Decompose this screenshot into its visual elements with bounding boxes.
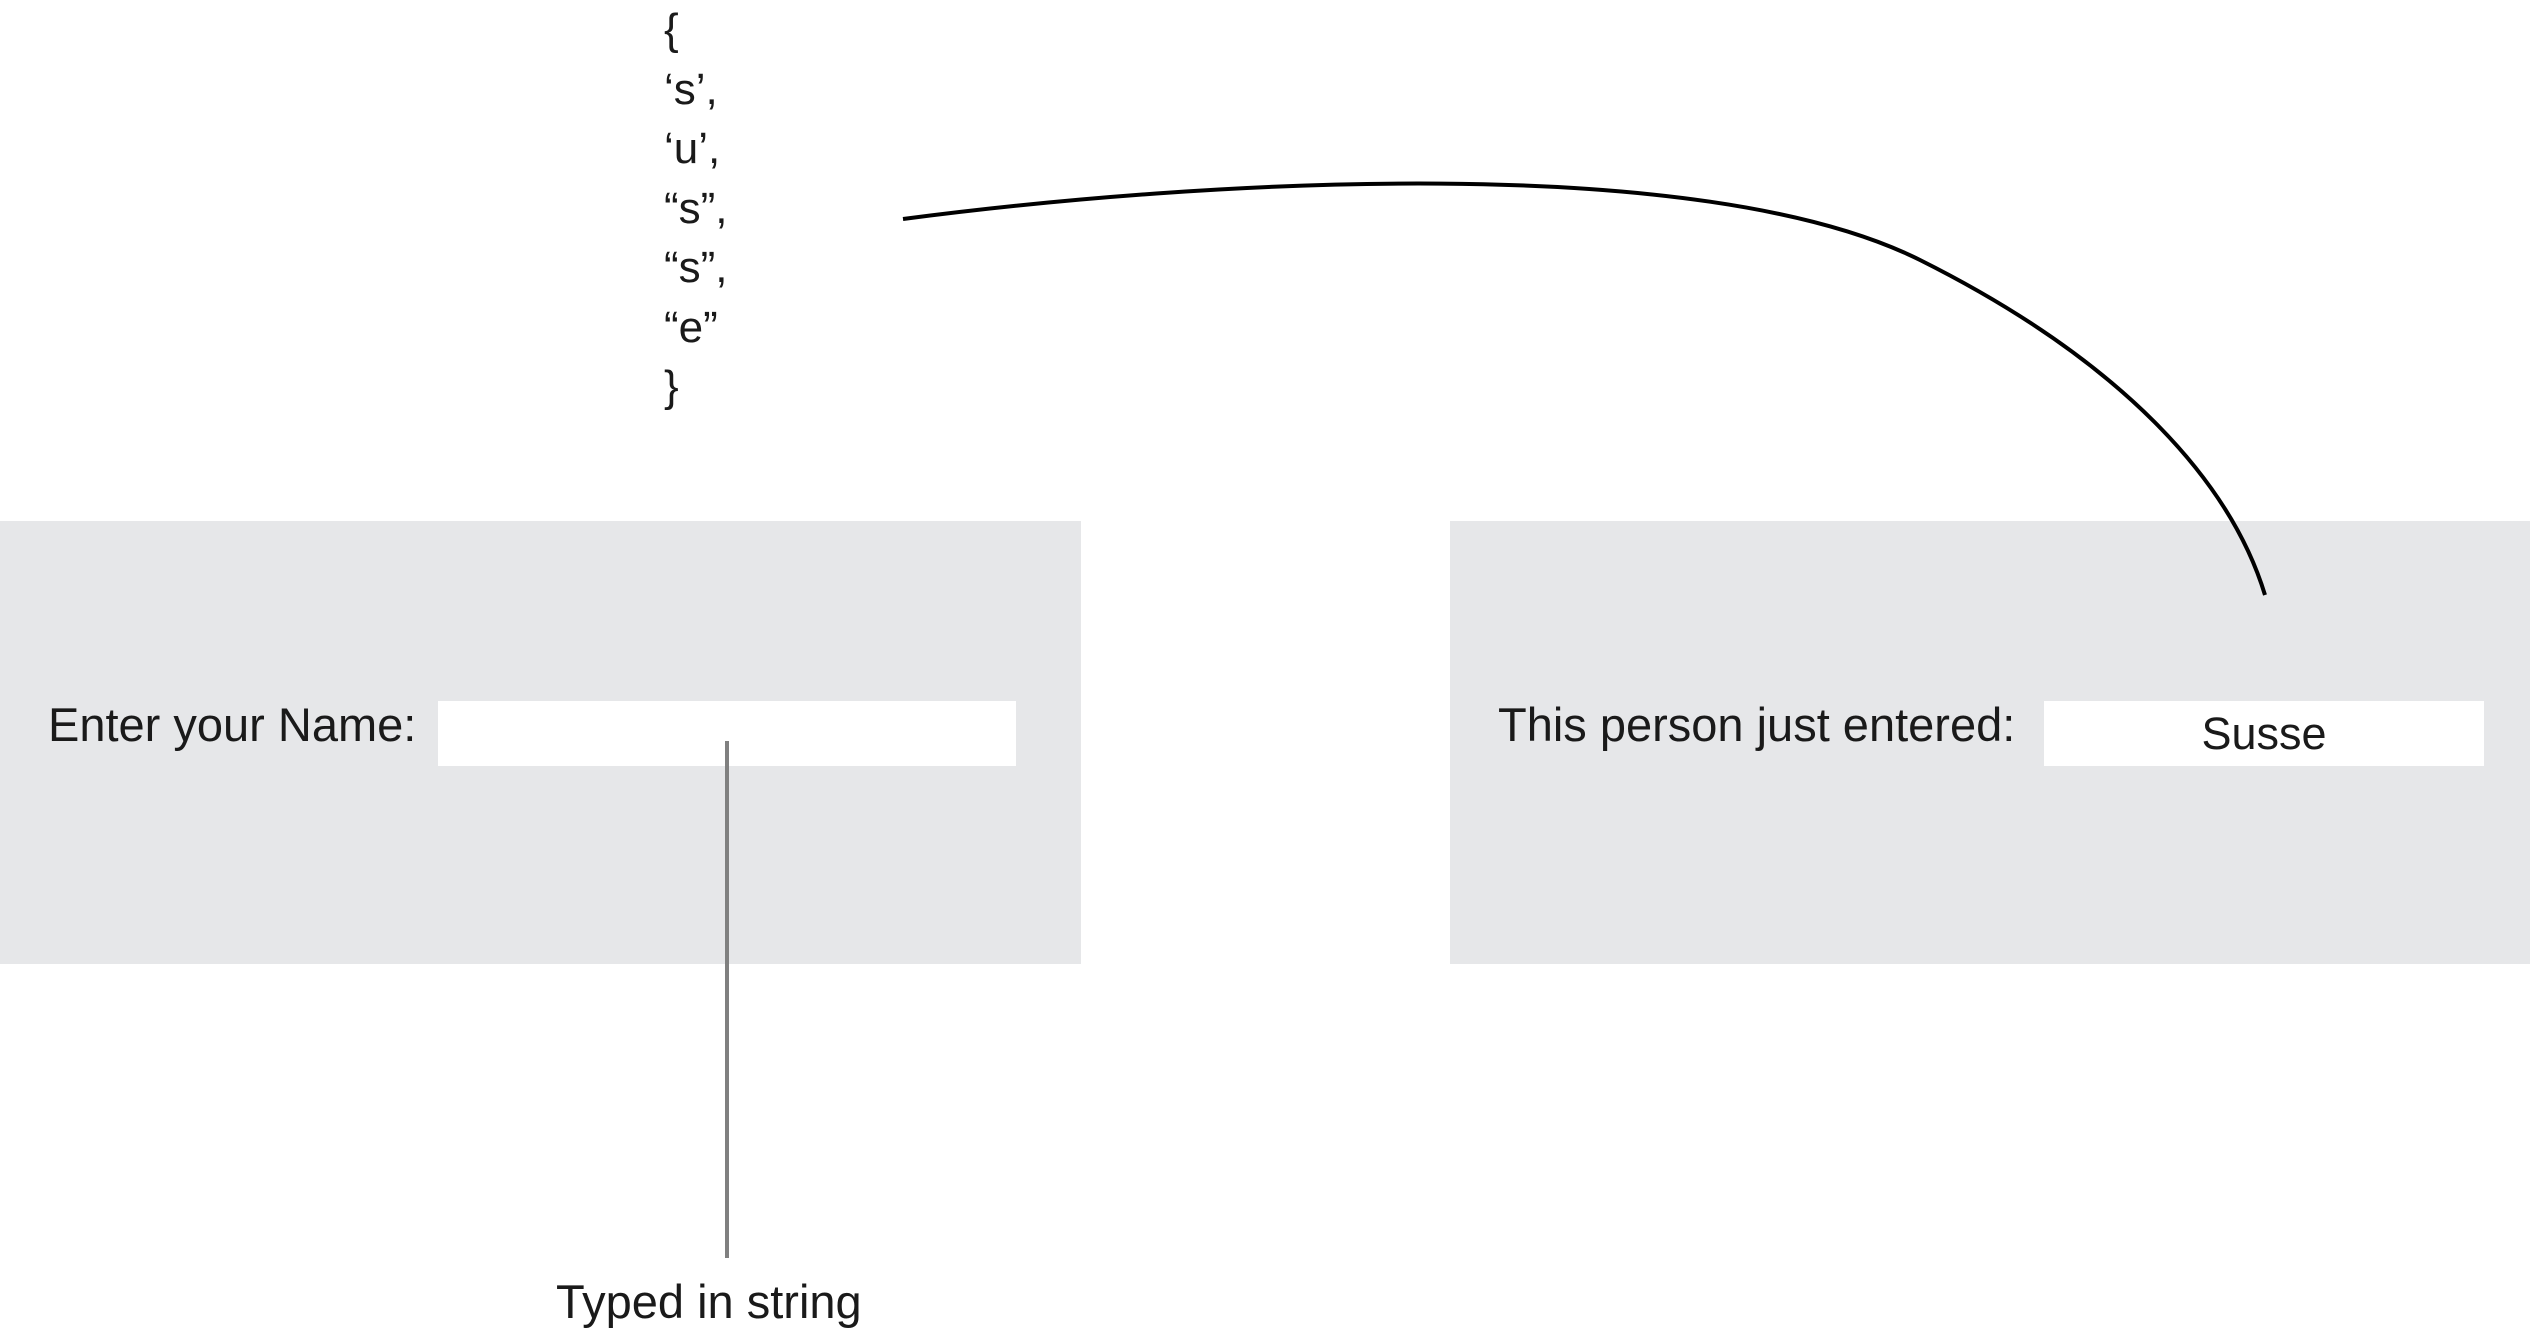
code-line-open-brace: { <box>664 5 679 54</box>
typed-string-caption: Typed in string <box>556 1275 862 1328</box>
code-line-close-brace: } <box>664 362 679 411</box>
code-line-char: ‘u’, <box>664 124 721 173</box>
code-line-char: “s”, <box>664 243 728 292</box>
output-panel: This person just entered: Susse <box>1450 521 2530 964</box>
output-label: This person just entered: <box>1498 698 2016 751</box>
name-label: Enter your Name: <box>48 698 417 751</box>
output-value: Susse <box>2201 707 2327 759</box>
code-line-char: “s”, <box>664 183 728 233</box>
character-array-code: { ‘s’, ‘u’, “s”, “s”, “e” } <box>664 0 728 417</box>
input-panel: Enter your Name: <box>0 521 1081 964</box>
name-input[interactable] <box>438 701 1016 766</box>
code-line-char: ‘s’, <box>664 64 718 114</box>
code-line-char: “e” <box>664 302 718 352</box>
output-value-field: Susse <box>2044 701 2484 766</box>
